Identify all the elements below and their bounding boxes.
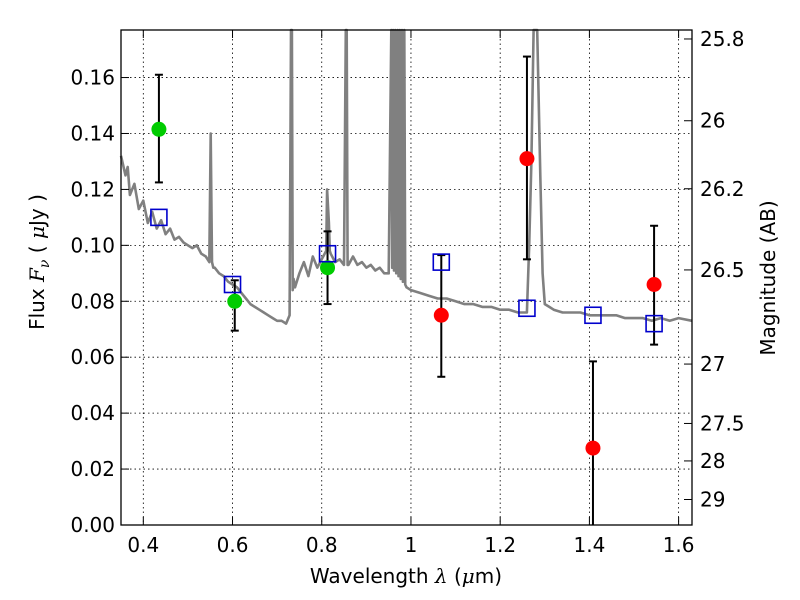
- y-tick-label: 0.06: [70, 345, 115, 369]
- detection-point: [646, 276, 662, 292]
- model-photometry-square: [645, 314, 663, 333]
- x-tick-label: 1.2: [484, 533, 516, 557]
- y-tick-label: 0.02: [70, 457, 115, 481]
- y-tick-label: 0.14: [70, 121, 115, 145]
- plot-area-frame: [120, 29, 693, 526]
- model-photometry-square: [584, 306, 602, 325]
- x-axis-label: Wavelength λ (μm): [310, 564, 502, 588]
- x-tick-label: 0.6: [217, 533, 249, 557]
- y-tick-label: 0.10: [70, 233, 115, 257]
- detection-point: [320, 260, 336, 276]
- y-tick-label: 0.16: [70, 66, 115, 90]
- y2-tick-label: 28: [700, 449, 725, 473]
- y-tick-label: 0.12: [70, 177, 115, 201]
- y-tick-label: 0.04: [70, 401, 115, 425]
- x-tick-label: 1.4: [573, 533, 605, 557]
- model-photometry-square: [150, 208, 168, 227]
- error-bars: [154, 55, 659, 525]
- model-photometry-square: [518, 299, 536, 318]
- y2-tick-label: 26: [700, 109, 725, 133]
- model-spectrum-line: [119, 28, 693, 325]
- model-photometry-square: [432, 253, 451, 271]
- detection-point: [585, 440, 601, 456]
- y-tick-label: 0.00: [70, 513, 115, 537]
- model-spectrum-series: [119, 28, 693, 325]
- y2-tick-label: 27: [700, 352, 725, 376]
- x-tick-label: 1.6: [663, 533, 695, 557]
- x-tick-label: 0.8: [306, 533, 338, 557]
- y2-tick-label: 26.2: [700, 177, 745, 201]
- secondary-y-axis-label: Magnitude (AB): [756, 200, 780, 355]
- y2-tick-label: 25.8: [700, 27, 745, 51]
- detection-point: [151, 121, 167, 137]
- x-tick-label: 0.4: [127, 533, 159, 557]
- detection-point: [227, 293, 243, 309]
- y2-tick-label: 26.5: [700, 258, 745, 282]
- y-axis-label: Flux Fν ( μJy ): [25, 194, 53, 330]
- grid-lines: [121, 30, 692, 526]
- y2-tick-label: 29: [700, 487, 725, 511]
- detection-point: [433, 307, 449, 323]
- axis-ticks: 0.4 0.6 0.8 1 1.2 1.4 1.6 0.00 0.02 0.04 0.06 0.08 0…: [70, 27, 744, 557]
- data-points: [150, 121, 663, 456]
- model-photometry-square: [318, 244, 337, 263]
- y2-tick-label: 27.5: [700, 411, 745, 435]
- model-photometry-square: [223, 275, 242, 294]
- y-tick-label: 0.08: [70, 289, 115, 313]
- x-tick-label: 1: [405, 533, 418, 557]
- detection-point: [519, 151, 535, 167]
